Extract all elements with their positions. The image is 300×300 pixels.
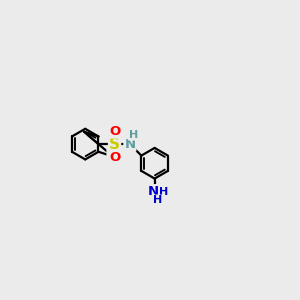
Text: O: O xyxy=(109,151,120,164)
Text: H: H xyxy=(129,130,138,140)
Text: S: S xyxy=(109,136,120,152)
Text: O: O xyxy=(109,124,120,138)
Text: H: H xyxy=(159,187,169,196)
Text: N: N xyxy=(148,185,159,198)
Text: O: O xyxy=(107,150,119,163)
Text: N: N xyxy=(124,138,135,151)
Text: H: H xyxy=(153,195,162,206)
